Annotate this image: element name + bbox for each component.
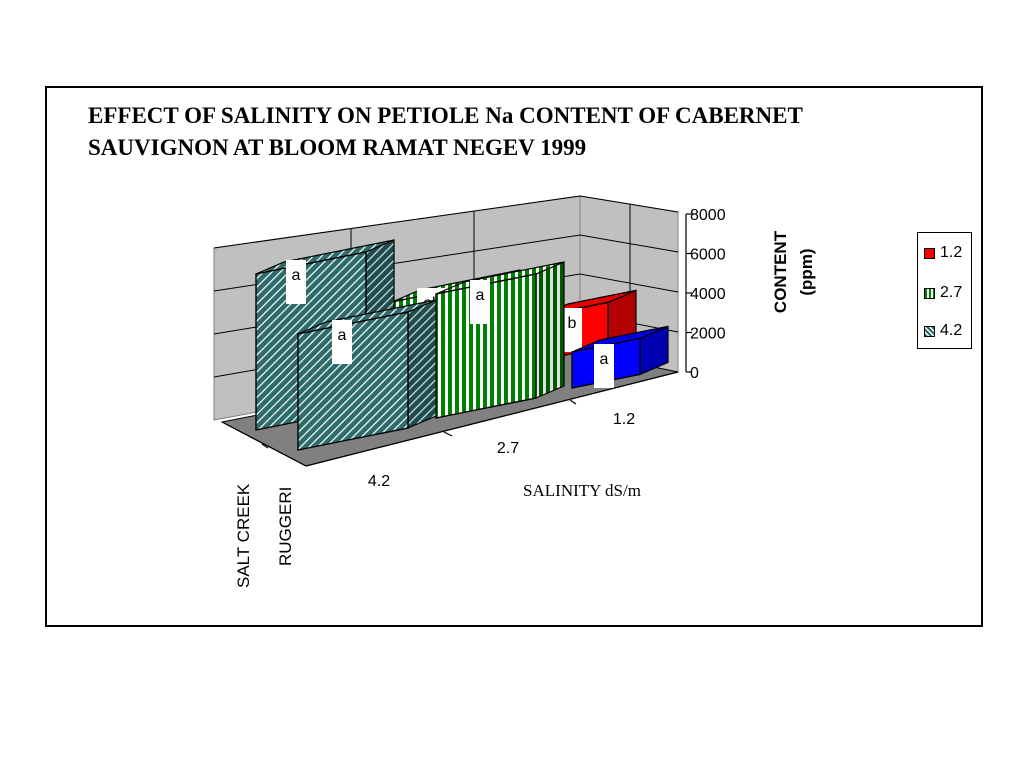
chart-title-line-2: SAUVIGNON AT BLOOM RAMAT NEGEV 1999 [88, 135, 587, 160]
depth-label-ruggeri: RUGGERI [276, 487, 295, 566]
category-tick [443, 431, 453, 437]
y-axis-title: CONTENT (ppm) [771, 230, 816, 313]
chart-title: EFFECT OF SALINITY ON PETIOLE Na CONTENT… [88, 100, 988, 164]
y-axis-title-line-2: (ppm) [797, 248, 816, 295]
bar-significance-label: b [568, 315, 577, 332]
value-tick-label: 2000 [690, 326, 726, 343]
bar-label-box [332, 320, 352, 364]
chart-title-line-1: EFFECT OF SALINITY ON PETIOLE Na CONTENT… [88, 103, 803, 128]
legend-label: 4.2 [940, 322, 963, 339]
category-tick [261, 443, 269, 449]
bar-front-face [297, 311, 409, 451]
legend-label: 1.2 [940, 244, 963, 261]
legend-swatch-solid-red [924, 247, 935, 259]
value-tick-label: 4000 [690, 286, 726, 303]
y-axis-title-line-1: CONTENT [771, 230, 790, 313]
legend-label: 2.7 [940, 284, 963, 301]
bar-significance-label: a [292, 267, 301, 284]
value-tick-label: 0 [690, 365, 699, 382]
value-tick-label: 6000 [690, 247, 726, 264]
bar-side-face [535, 261, 565, 399]
bars: babaaaa [255, 239, 669, 451]
legend-entry-1-2: 1.2 [924, 243, 962, 263]
bar-1-2-ruggeri: a [571, 325, 669, 389]
bar-2-7-ruggeri: a [435, 261, 565, 419]
chart-legend: 1.2 2.7 4.2 [917, 232, 972, 349]
legend-swatch-diagonal-teal [924, 325, 935, 337]
bar-significance-label: a [600, 351, 609, 368]
bar-label-box [286, 260, 306, 304]
bar-significance-label: a [338, 327, 347, 344]
category-tick [569, 399, 577, 405]
value-tick-label: 8000 [690, 207, 726, 224]
bar-significance-label: a [476, 287, 485, 304]
bar-label-box [562, 308, 582, 352]
bar-4-2-ruggeri: a [297, 299, 437, 451]
bar-label-box [594, 344, 614, 388]
category-tick-label: 4.2 [368, 473, 390, 490]
bar-label-box [470, 280, 490, 324]
category-axis: 1.2 2.7 4.2 [221, 371, 679, 490]
category-tick-label: 1.2 [613, 411, 635, 428]
legend-entry-4-2: 4.2 [924, 321, 962, 341]
value-axis: 0 2000 4000 6000 8000 [685, 207, 726, 382]
depth-axis-line [221, 421, 307, 467]
legend-entry-2-7: 2.7 [924, 283, 962, 303]
bar-side-face [407, 299, 437, 429]
gridline [213, 195, 679, 249]
category-tick-label: 2.7 [497, 440, 519, 457]
legend-swatch-vertical-green [924, 287, 935, 299]
depth-label-salt-creek: SALT CREEK [234, 483, 253, 588]
category-axis-line [305, 371, 679, 467]
x-axis-title: SALINITY dS/m [523, 481, 641, 500]
